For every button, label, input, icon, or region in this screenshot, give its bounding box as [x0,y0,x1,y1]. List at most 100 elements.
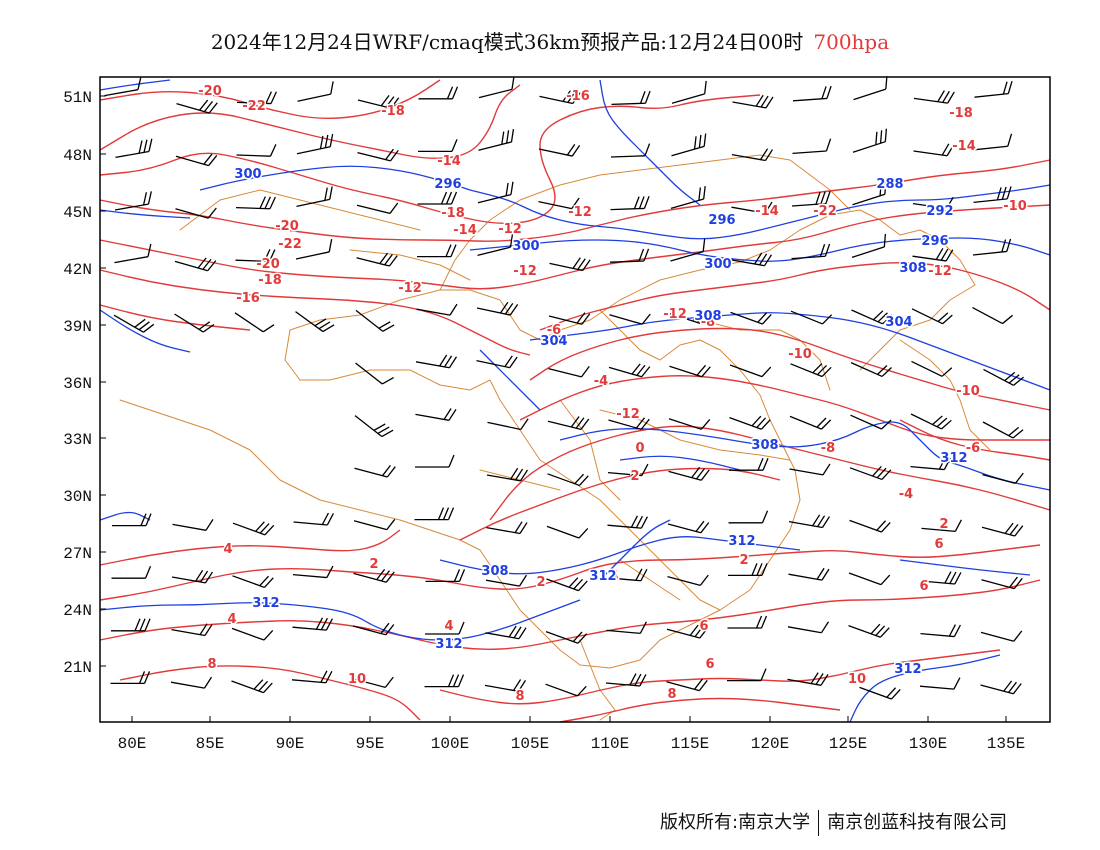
wind-barb [418,86,459,100]
wind-barb [539,90,581,105]
height-label: 304 [885,315,912,330]
wind-barb [174,257,217,272]
wind-barb [609,248,650,263]
isotherm [99,159,1051,242]
lat-label: 24N [63,602,92,620]
wind-barb [852,181,887,206]
temperature-label: 2 [369,557,378,572]
wind-barb [671,133,707,157]
wind-barb [913,90,955,104]
wind-barb [851,233,887,259]
isotherm [519,375,1050,441]
wind-barb [670,238,706,262]
lon-label: 130E [909,735,947,753]
wind-barb [606,568,648,582]
boundary-line [599,409,791,461]
boundary-line [284,329,501,401]
temperature-label: -12 [616,407,640,422]
wind-barb [417,191,458,205]
temperature-label: -20 [198,84,222,99]
temperature-label: -8 [821,441,835,456]
geopotential-height-contours [99,79,1051,723]
temperature-label: -14 [398,281,422,296]
temperature-labels: -20-22 -18-16-14-20-22-20-18-16-14-18-14-… [197,83,1029,706]
map-title: 2024年12月24日WRF/cmaq模式36km预报产品:12月24日00时 7… [0,26,1100,55]
height-contour [599,79,701,206]
temperature-label: -14 [453,223,477,238]
isotherm [899,419,1051,461]
wind-barb [478,76,515,99]
height-contour [899,559,1031,576]
wind-barb [478,129,515,151]
lon-label: 90E [276,735,305,753]
wind-barb [910,413,952,430]
wind-barbs [104,76,1024,700]
temperature-label: 2 [536,575,545,590]
height-contour [559,421,1051,491]
lon-label: 105E [511,735,549,753]
temperature-label: -18 [441,206,465,221]
wind-barb [549,257,591,272]
wind-barb [175,207,217,219]
isotherm [559,697,841,723]
wind-barb [790,363,832,378]
lat-label: 39N [63,318,92,336]
isotherm [99,579,1041,650]
copyright-owner: 版权所有:南京大学 [660,812,811,833]
lat-label: 21N [63,659,92,677]
wind-barb [113,314,155,333]
wind-barb [355,362,394,385]
isotherm [99,269,531,356]
temperature-label: 10 [348,672,366,687]
wind-barb [727,668,767,682]
temperature-label: 6 [919,579,928,594]
temperature-label: 10 [848,672,866,687]
temperature-label: -10 [1003,199,1027,214]
temperature-contours [99,79,1051,723]
wind-barb [792,138,832,155]
wind-barb [920,624,961,638]
wind-barb [355,309,395,332]
wind-barb [607,463,649,477]
height-label: 308 [899,261,926,276]
height-contour [99,309,191,353]
wind-barb [354,415,394,438]
wind-barb [981,522,1024,537]
wind-barb [416,303,458,316]
wind-barb [548,312,591,325]
temperature-label: 4 [609,569,618,584]
lon-label: 135E [987,735,1025,753]
height-contour [469,184,1051,240]
wind-barb [425,569,466,583]
wind-barb [789,463,831,476]
wind-barb [849,466,892,481]
isotherm [119,665,421,721]
wind-barb [669,364,711,378]
boundary-line [289,209,976,371]
wind-barb [974,81,1013,98]
wind-barb [981,576,1023,590]
wind-barb [609,313,651,325]
wind-barb [791,243,831,260]
wind-barb [911,360,953,377]
temperature-label: -14 [755,204,779,219]
wind-barb [548,366,590,378]
wind-barb [606,621,647,635]
temperature-label: -22 [813,204,837,219]
temperature-label: -6 [966,441,980,456]
wind-barb [973,186,1012,204]
wind-barb [911,308,953,325]
wind-barb [972,307,1013,325]
height-label: 312 [589,569,616,584]
temperature-label: -12 [663,307,687,322]
temperature-label: -10 [956,384,980,399]
height-contour [199,165,471,191]
wind-barb [730,252,773,267]
wind-barb [232,521,275,536]
wind-barb [538,143,581,157]
height-contour [619,455,741,471]
wind-barb [175,153,218,167]
height-contour [469,237,1051,262]
lon-label: 125E [829,735,867,753]
wind-barb [731,201,773,214]
